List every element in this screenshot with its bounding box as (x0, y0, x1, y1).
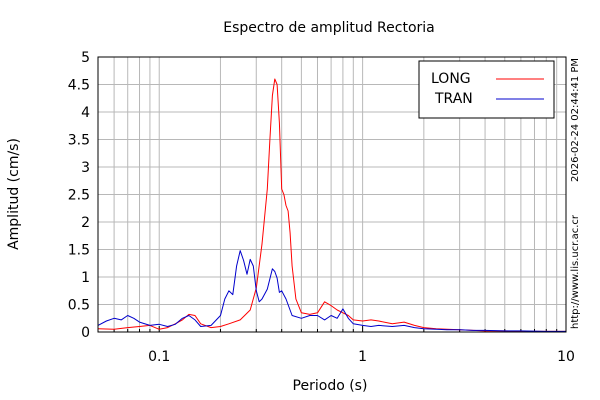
legend: LONG TRAN (418, 60, 555, 119)
series-line-long (97, 78, 566, 332)
series-line-tran (97, 250, 566, 332)
y-tick-label: 2 (81, 215, 90, 231)
y-tick-label: 4 (81, 105, 90, 121)
url-label: http://www.lis.ucr.ac.cr (570, 214, 581, 329)
legend-label-tran: TRAN (434, 91, 473, 107)
grid (98, 57, 566, 332)
y-axis-label: Amplitud (cm/s) (6, 138, 22, 250)
chart-title: Espectro de amplitud Rectoria (223, 20, 435, 36)
y-tick-label: 3 (81, 160, 90, 176)
legend-box (418, 60, 555, 119)
y-tick-label: 0 (81, 325, 90, 341)
legend-label-long: LONG (431, 71, 471, 87)
plot-frame (97, 56, 567, 333)
y-tick-label: 0.5 (68, 298, 90, 314)
y-tick-labels: 0 0.5 1 1.5 2 2.5 3 3.5 4 4.5 5 (68, 50, 90, 341)
y-tick-label: 3.5 (68, 133, 90, 149)
y-tick-label: 1.5 (68, 243, 90, 259)
x-tick-label: 10 (557, 349, 575, 365)
y-tick-label: 1 (81, 270, 90, 286)
x-tick-labels: 0.1 1 10 (148, 349, 575, 365)
series-layer (97, 78, 566, 332)
timestamp-label: 2026-02-24 02:44:41 PM (570, 58, 581, 182)
y-tick-label: 2.5 (68, 188, 90, 204)
y-tick-label: 5 (81, 50, 90, 66)
y-tick-label: 4.5 (68, 78, 90, 94)
x-tick-label: 0.1 (148, 349, 170, 365)
x-tick-label: 1 (358, 349, 367, 365)
x-axis-label: Periodo (s) (293, 378, 368, 394)
